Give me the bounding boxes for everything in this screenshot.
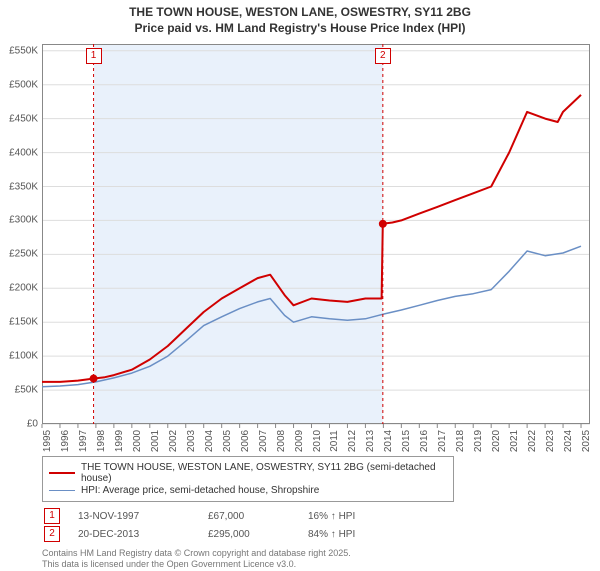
y-tick-label: £350K [0,181,38,192]
sale-index-1: 1 [44,508,60,524]
x-tick-label: 2014 [383,430,394,452]
chart-title: THE TOWN HOUSE, WESTON LANE, OSWESTRY, S… [0,0,600,36]
y-tick-label: £500K [0,79,38,90]
sales-row: 2 20-DEC-2013 £295,000 84% ↑ HPI [42,526,590,542]
x-tick-label: 2018 [455,430,466,452]
chart-container: THE TOWN HOUSE, WESTON LANE, OSWESTRY, S… [0,0,600,560]
legend-row-price-paid: THE TOWN HOUSE, WESTON LANE, OSWESTRY, S… [49,462,447,484]
sale-price-2: £295,000 [208,529,308,540]
x-tick-label: 2004 [204,430,215,452]
x-tick-label: 2003 [186,430,197,452]
y-tick-label: £250K [0,249,38,260]
sale-delta-1: 16% ↑ HPI [308,511,408,522]
legend-label-price-paid: THE TOWN HOUSE, WESTON LANE, OSWESTRY, S… [81,462,447,484]
y-tick-label: £400K [0,147,38,158]
x-tick-label: 2007 [258,430,269,452]
sales-table: 1 13-NOV-1997 £67,000 16% ↑ HPI 2 20-DEC… [42,508,590,542]
y-tick-label: £450K [0,113,38,124]
below-chart: THE TOWN HOUSE, WESTON LANE, OSWESTRY, S… [42,456,590,571]
sale-date-1: 13-NOV-1997 [78,511,208,522]
x-tick-label: 2022 [527,430,538,452]
y-tick-label: £550K [0,45,38,56]
x-tick-label: 2015 [401,430,412,452]
x-tick-label: 2010 [312,430,323,452]
footer: Contains HM Land Registry data © Crown c… [42,548,590,571]
title-line-2: Price paid vs. HM Land Registry's House … [0,20,600,36]
sale-price-1: £67,000 [208,511,308,522]
x-tick-label: 2025 [581,430,592,452]
y-tick-label: £50K [0,385,38,396]
x-tick-label: 2019 [473,430,484,452]
x-tick-label: 2009 [294,430,305,452]
x-tick-label: 2002 [168,430,179,452]
sale-marker: 2 [375,48,391,64]
x-tick-label: 2016 [419,430,430,452]
x-tick-label: 2012 [347,430,358,452]
sale-delta-2: 84% ↑ HPI [308,529,408,540]
plot-svg [42,44,590,424]
x-tick-label: 2008 [276,430,287,452]
y-tick-label: £100K [0,351,38,362]
y-tick-label: £150K [0,317,38,328]
x-tick-label: 2006 [240,430,251,452]
x-tick-label: 2005 [222,430,233,452]
x-tick-label: 1998 [96,430,107,452]
x-tick-label: 2011 [329,430,340,452]
x-tick-label: 2001 [150,430,161,452]
x-tick-label: 1995 [42,430,53,452]
sale-index-2: 2 [44,526,60,542]
y-tick-label: £200K [0,283,38,294]
x-tick-label: 2020 [491,430,502,452]
legend: THE TOWN HOUSE, WESTON LANE, OSWESTRY, S… [42,456,454,502]
x-tick-label: 2023 [545,430,556,452]
legend-swatch-hpi [49,490,75,491]
plot-area: £0£50K£100K£150K£200K£250K£300K£350K£400… [42,44,590,424]
x-tick-label: 2024 [563,430,574,452]
sales-row: 1 13-NOV-1997 £67,000 16% ↑ HPI [42,508,590,524]
legend-label-hpi: HPI: Average price, semi-detached house,… [81,485,319,496]
sale-marker: 1 [86,48,102,64]
x-tick-label: 1999 [114,430,125,452]
x-tick-label: 2000 [132,430,143,452]
x-tick-label: 1997 [78,430,89,452]
sale-date-2: 20-DEC-2013 [78,529,208,540]
footer-line-1: Contains HM Land Registry data © Crown c… [42,548,590,559]
title-line-1: THE TOWN HOUSE, WESTON LANE, OSWESTRY, S… [0,4,600,20]
legend-swatch-price-paid [49,472,75,474]
y-tick-label: £300K [0,215,38,226]
x-tick-label: 2013 [365,430,376,452]
footer-line-2: This data is licensed under the Open Gov… [42,559,590,570]
x-tick-label: 1996 [60,430,71,452]
legend-row-hpi: HPI: Average price, semi-detached house,… [49,485,447,496]
x-tick-label: 2017 [437,430,448,452]
x-tick-label: 2021 [509,430,520,452]
y-tick-label: £0 [0,419,38,430]
